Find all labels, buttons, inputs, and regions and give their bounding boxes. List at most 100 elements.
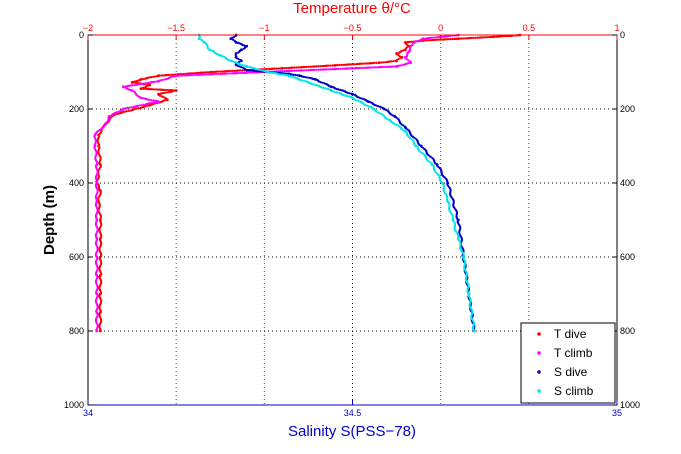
salinity-tick-label: 34.5: [344, 408, 362, 418]
data-point: [148, 98, 151, 101]
data-point: [137, 107, 140, 110]
data-point: [217, 70, 220, 73]
data-point: [315, 68, 318, 71]
data-point: [132, 105, 135, 109]
data-point: [236, 64, 239, 67]
legend-marker: [537, 351, 541, 355]
depth-tick-label-right: 200: [620, 104, 635, 114]
data-point: [207, 73, 210, 76]
data-point: [140, 87, 143, 90]
data-point: [139, 106, 142, 110]
data-point: [269, 71, 272, 74]
data-point: [296, 74, 299, 77]
data-point: [243, 64, 246, 67]
data-point: [277, 67, 280, 70]
data-point: [281, 70, 284, 73]
data-point: [286, 66, 290, 70]
data-point: [354, 63, 357, 66]
data-point: [140, 104, 143, 107]
depth-tick-label-left: 0: [79, 30, 84, 40]
data-point: [150, 76, 153, 79]
data-point: [331, 64, 334, 67]
data-point: [472, 329, 476, 333]
data-point: [417, 39, 420, 42]
data-point: [165, 98, 169, 102]
data-point: [116, 112, 119, 115]
data-point: [291, 75, 294, 79]
data-point: [154, 88, 157, 91]
data-point: [364, 66, 367, 69]
data-point: [385, 65, 388, 68]
data-point: [268, 67, 271, 71]
data-point: [233, 35, 236, 38]
data-point: [195, 73, 198, 76]
data-point: [164, 88, 167, 92]
data-point: [357, 99, 360, 103]
data-point: [364, 62, 368, 65]
data-point: [249, 71, 253, 74]
data-point: [375, 61, 378, 65]
data-point: [271, 71, 274, 74]
data-point: [432, 36, 435, 39]
data-point: [376, 66, 379, 69]
data-point: [164, 78, 167, 81]
data-point: [351, 92, 354, 96]
data-point: [375, 104, 378, 107]
data-point: [405, 58, 409, 61]
data-point: [355, 99, 358, 102]
data-point: [494, 35, 497, 38]
salinity-tick-label: 34: [83, 408, 93, 418]
data-point: [116, 110, 119, 114]
data-point: [337, 67, 340, 70]
data-point: [352, 63, 356, 66]
data-point: [221, 70, 224, 73]
data-point: [194, 72, 197, 75]
data-point: [283, 67, 286, 70]
data-point: [304, 76, 307, 79]
data-point: [307, 65, 310, 68]
data-point: [372, 66, 376, 69]
data-point: [154, 75, 157, 78]
data-point: [460, 37, 463, 40]
salinity-axis-title: Salinity S(PSS−78): [288, 423, 416, 440]
data-point: [132, 84, 136, 87]
data-point: [267, 67, 270, 71]
data-point: [156, 80, 159, 83]
data-point: [204, 71, 208, 74]
data-point: [280, 67, 283, 70]
data-point: [135, 79, 138, 83]
data-point: [215, 72, 218, 76]
data-point: [462, 37, 465, 40]
legend-marker: [537, 389, 541, 393]
data-point: [314, 83, 317, 86]
axis-ticks: −2 −1.5 −1 −0.5 0 0.5 1 34 34.5 35 0 0 200 200 400 400 6…: [64, 23, 640, 418]
data-point: [346, 95, 349, 98]
data-point: [301, 79, 304, 82]
data-point: [143, 77, 146, 80]
data-point: [348, 92, 351, 95]
legend-label: T climb: [554, 346, 593, 360]
data-point: [197, 37, 201, 41]
data-point: [322, 86, 325, 89]
data-point: [231, 69, 234, 73]
data-point: [382, 107, 386, 111]
data-point: [125, 110, 128, 113]
data-point: [436, 36, 439, 39]
data-point: [160, 95, 163, 98]
data-point: [303, 69, 306, 72]
data-point: [162, 78, 165, 81]
data-point: [227, 72, 230, 75]
data-point: [437, 38, 440, 41]
data-point: [134, 81, 137, 84]
series-s-climb: [197, 33, 476, 333]
data-point: [247, 69, 250, 72]
data-point: [293, 69, 296, 72]
data-point: [229, 37, 233, 41]
data-point: [166, 88, 169, 92]
data-series: [93, 33, 522, 333]
data-point: [295, 66, 298, 69]
data-point: [302, 75, 306, 79]
data-point: [127, 109, 130, 113]
data-point: [232, 60, 236, 63]
data-point: [237, 57, 240, 61]
